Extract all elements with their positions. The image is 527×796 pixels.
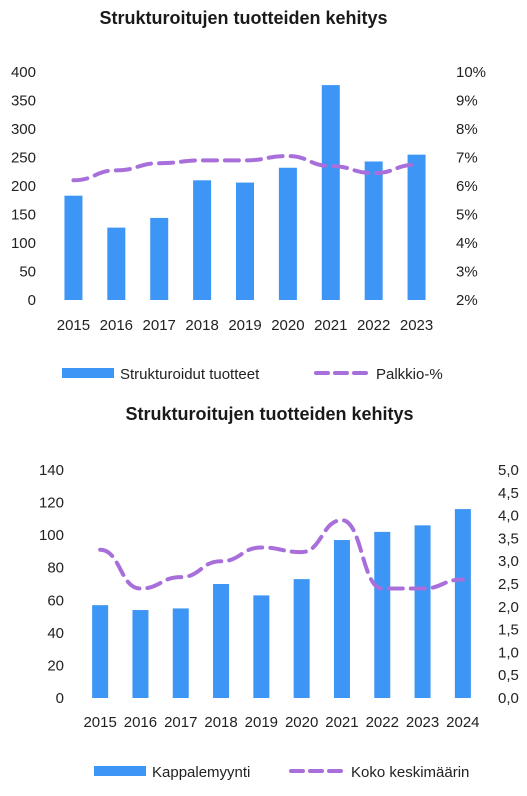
bar-2019: [253, 595, 270, 698]
bar-2021: [333, 540, 350, 698]
legend-line-label: Palkkio-%: [376, 366, 443, 383]
x-axis-label-2023: 2023: [406, 714, 439, 731]
left-axis-tick-400: 400: [11, 64, 36, 81]
right-axis-tick-2,5: 2,5: [498, 576, 519, 593]
left-axis-tick-60: 60: [47, 592, 64, 609]
bar-2016: [132, 610, 149, 698]
bar-2015: [64, 195, 83, 300]
legend-bar-label: Kappalemyynti: [152, 764, 250, 781]
x-axis-label-2019: 2019: [228, 317, 261, 334]
right-axis-tick-5,0: 5,0: [498, 462, 519, 479]
x-axis-label-2020: 2020: [285, 714, 318, 731]
right-axis-tick-4,5: 4,5: [498, 485, 519, 502]
bar-2020: [293, 579, 310, 698]
right-axis-tick-3,0: 3,0: [498, 553, 519, 570]
line-series-0: [71, 154, 419, 183]
x-axis-label-2017: 2017: [164, 714, 197, 731]
right-axis-tick-6%: 6%: [456, 178, 478, 195]
right-axis-tick-2,0: 2,0: [498, 599, 519, 616]
x-axis-label-2016: 2016: [124, 714, 157, 731]
chart-2-title: Strukturoitujen tuotteiden kehitys: [125, 404, 414, 424]
x-axis-label-2015: 2015: [57, 317, 90, 334]
x-axis-label-2019: 2019: [245, 714, 278, 731]
left-axis-tick-0: 0: [56, 690, 64, 707]
right-axis-tick-2%: 2%: [456, 292, 478, 309]
bar-2017: [150, 217, 169, 300]
right-axis-tick-4,0: 4,0: [498, 508, 519, 525]
x-axis-label-2018: 2018: [204, 714, 237, 731]
x-axis-label-2021: 2021: [325, 714, 358, 731]
x-axis-label-2020: 2020: [271, 317, 304, 334]
bar-2022: [364, 161, 383, 300]
bar-2016: [107, 227, 126, 300]
right-axis-tick-3%: 3%: [456, 264, 478, 281]
left-axis-tick-150: 150: [11, 207, 36, 224]
right-axis-tick-9%: 9%: [456, 93, 478, 110]
left-axis-tick-20: 20: [47, 657, 64, 674]
bar-2017: [172, 608, 189, 698]
right-axis-tick-0,5: 0,5: [498, 667, 519, 684]
bar-2023: [414, 525, 431, 698]
x-axis-label-2023: 2023: [400, 317, 433, 334]
x-axis-label-2022: 2022: [357, 317, 390, 334]
right-axis-tick-7%: 7%: [456, 150, 478, 167]
legend-bar-swatch: [94, 766, 146, 776]
x-axis-label-2021: 2021: [314, 317, 347, 334]
bar-2024: [454, 509, 471, 698]
chart-1-title: Strukturoitujen tuotteiden kehitys: [99, 8, 388, 28]
bar-2020: [278, 167, 297, 300]
right-axis-tick-3,5: 3,5: [498, 530, 519, 547]
bar-2023: [407, 154, 426, 300]
bar-2018: [193, 180, 212, 300]
right-axis-tick-1,0: 1,0: [498, 644, 519, 661]
bar-2021: [321, 85, 340, 300]
left-axis-tick-50: 50: [19, 264, 36, 281]
left-axis-tick-40: 40: [47, 625, 64, 642]
right-axis-tick-4%: 4%: [456, 235, 478, 252]
left-axis-tick-100: 100: [11, 235, 36, 252]
right-axis-tick-8%: 8%: [456, 121, 478, 138]
right-axis-tick-1,5: 1,5: [498, 622, 519, 639]
right-axis-tick-10%: 10%: [456, 64, 486, 81]
chart-1: 0 50 100 150 200 250 300 350 400 2% 3% 4% 5% 6% 7% 8% 9%…: [11, 64, 486, 383]
left-axis-tick-350: 350: [11, 93, 36, 110]
left-axis-tick-140: 140: [39, 462, 64, 479]
bar-2022: [374, 531, 391, 698]
line-series-1: [98, 518, 465, 591]
left-axis-tick-0: 0: [28, 292, 36, 309]
right-axis-tick-5%: 5%: [456, 207, 478, 224]
left-axis-tick-120: 120: [39, 495, 64, 512]
x-axis-label-2018: 2018: [185, 317, 218, 334]
left-axis-tick-100: 100: [39, 527, 64, 544]
left-axis-tick-300: 300: [11, 121, 36, 138]
legend-bar-label: Strukturoidut tuotteet: [120, 366, 260, 383]
bar-2019: [236, 182, 254, 300]
left-axis-tick-80: 80: [47, 560, 64, 577]
left-axis-tick-200: 200: [11, 178, 36, 195]
x-axis-label-2024: 2024: [446, 714, 479, 731]
bar-2015: [92, 605, 109, 698]
x-axis-label-2022: 2022: [366, 714, 399, 731]
x-axis-label-2015: 2015: [83, 714, 116, 731]
x-axis-label-2017: 2017: [143, 317, 176, 334]
legend-line-label: Koko keskimäärin: [351, 764, 469, 781]
left-axis-tick-250: 250: [11, 150, 36, 167]
legend-bar-swatch: [62, 368, 114, 378]
x-axis-label-2016: 2016: [100, 317, 133, 334]
bar-2018: [213, 584, 230, 698]
right-axis-tick-0,0: 0,0: [498, 690, 519, 707]
